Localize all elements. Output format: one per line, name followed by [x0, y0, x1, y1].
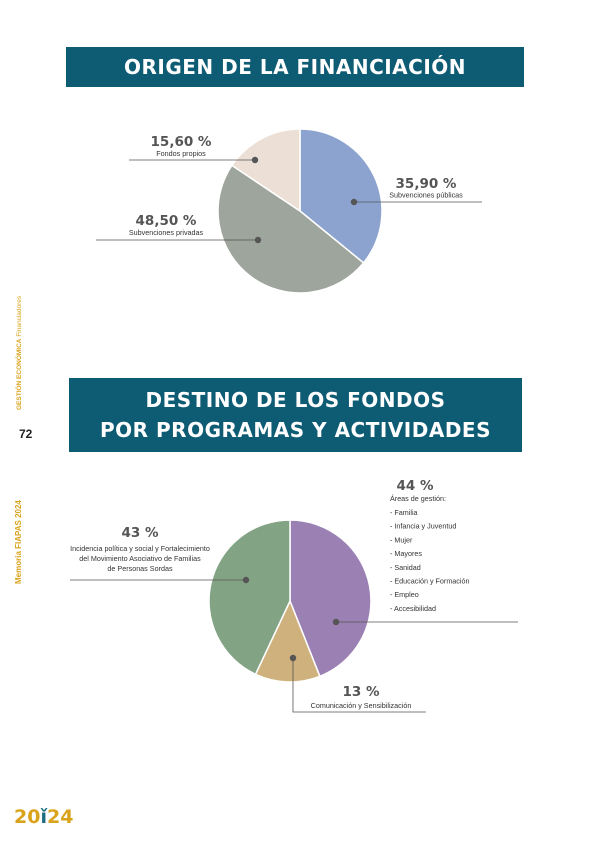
slice-label: Comunicación y Sensibilización [311, 701, 412, 710]
leader-dot [251, 156, 259, 164]
leader-dot [350, 198, 358, 206]
data-label: 13 % [342, 684, 379, 700]
leader-dot [242, 576, 250, 584]
leader-line [292, 658, 426, 713]
page-number: 72 [19, 427, 33, 441]
data-label: 44 % [396, 478, 433, 494]
pie-slice [299, 128, 383, 264]
chart2-title: DESTINO DE LOS FONDOS POR PROGRAMAS Y AC… [69, 378, 522, 452]
slice-label: de Personas Sordas [107, 564, 173, 573]
pie-slice [217, 164, 365, 294]
slice-label: Áreas de gestión: [390, 494, 446, 503]
slice-sublabel: - Empleo [390, 590, 419, 599]
slice-sublabel: - Accesibilidad [390, 604, 436, 613]
leader-dot [289, 654, 297, 662]
logo-left-digits: 20 [14, 806, 41, 828]
slice-sublabel: - Educación y Formación [390, 577, 470, 586]
slice-label: Incidencia política y social y Fortaleci… [70, 544, 210, 553]
data-label: 48,50 % [136, 213, 197, 229]
chart1-title: ORIGEN DE LA FINANCIACIÓN [66, 47, 524, 87]
slice-sublabel: - Infancia y Juventud [390, 522, 456, 531]
leader-dot [332, 618, 340, 626]
chart2-title-line2: POR PROGRAMAS Y ACTIVIDADES [100, 418, 491, 442]
slice-label: Fondos propios [156, 149, 206, 158]
chart2-title-line1: DESTINO DE LOS FONDOS [145, 388, 446, 412]
fiapas-2024-logo: 20ǐ24 [14, 806, 73, 828]
logo-right-digits: 24 [46, 806, 74, 828]
data-label: 15,60 % [151, 134, 212, 150]
pie-slice [230, 128, 301, 213]
logo-figure-icon: ǐ [40, 806, 47, 828]
slice-label: Subvenciones públicas [389, 191, 463, 200]
pie-slice [289, 519, 372, 678]
pie-slice [208, 519, 291, 676]
data-label: 43 % [121, 525, 158, 541]
slice-sublabel: - Sanidad [390, 563, 421, 572]
slice-label: del Movimiento Asociativo de Familias [79, 554, 201, 563]
slice-sublabel: - Mujer [390, 535, 413, 544]
slice-sublabel: - Mayores [390, 549, 422, 558]
pie-slice [254, 599, 321, 683]
slice-sublabel: - Familia [390, 508, 418, 517]
leader-dot [254, 236, 262, 244]
slice-label: Subvenciones privadas [129, 228, 204, 237]
data-label: 35,90 % [396, 176, 457, 192]
